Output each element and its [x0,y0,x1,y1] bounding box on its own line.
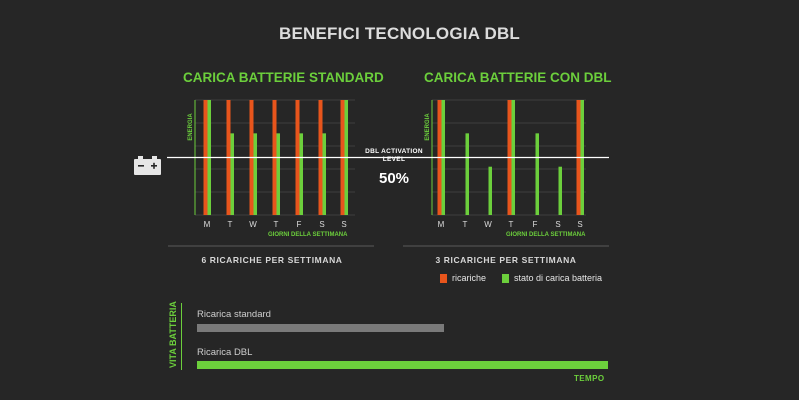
life-axis-label: VITA BATTERIA [168,301,178,368]
x-tick-label: T [274,220,279,229]
charge-bar [299,133,303,215]
legend-recharge: ricariche [440,273,486,283]
x-tick-label: M [438,220,445,229]
charge-bar [276,133,280,215]
activation-percent: 50% [378,170,410,187]
charge-bar [465,133,469,215]
life-axis-line [181,303,182,370]
charge-bar [322,133,326,215]
charge-bar [253,133,257,215]
x-axis-label: GIORNI DELLA SETTIMANA [268,232,348,238]
x-tick-label: S [319,220,324,229]
x-tick-label: W [484,220,492,229]
charge-bar [535,133,539,215]
dbl-activation-label: DBL ACTIVATION LEVEL [365,148,423,163]
page-title: BENEFICI TECNOLOGIA DBL [278,24,521,43]
battery-icon [134,156,161,175]
life-dbl-label: Ricarica DBL [197,347,253,358]
x-tick-label: W [249,220,257,229]
x-tick-label: T [509,220,514,229]
charge-bar [488,166,492,215]
x-tick-label: T [463,220,468,229]
x-tick-label: S [555,220,560,229]
x-tick-label: F [533,220,538,229]
dbl-recharges-per-week: 3 RICARICHE PER SETTIMANA [435,255,577,265]
x-tick-label: S [341,220,346,229]
x-tick-label: M [204,220,211,229]
life-dbl-bar [197,361,608,369]
y-axis-label: ENERGIA [425,113,431,141]
standard-recharges-per-week: 6 RICARICHE PER SETTIMANA [201,255,343,265]
y-axis-label: ENERGIA [188,113,194,141]
life-x-label: TEMPO [574,374,605,383]
life-standard-bar [197,324,444,332]
x-axis-label: GIORNI DELLA SETTIMANA [506,232,586,238]
legend-recharge-label: ricariche [452,273,487,283]
x-tick-label: S [577,220,582,229]
dbl-chart-title: CARICA BATTERIE CON DBL [424,70,612,85]
legend-charge-label: stato di carica batteria [514,273,603,283]
legend-charge: stato di carica batteria [502,273,602,283]
charge-bar [558,166,562,215]
legend-recharge-swatch [440,273,447,283]
charge-bar [230,133,234,215]
standard-chart-title: CARICA BATTERIE STANDARD [183,70,384,85]
x-tick-label: F [297,220,302,229]
life-standard-label: Ricarica standard [197,309,271,320]
x-tick-label: T [228,220,233,229]
legend-charge-swatch [502,273,509,283]
